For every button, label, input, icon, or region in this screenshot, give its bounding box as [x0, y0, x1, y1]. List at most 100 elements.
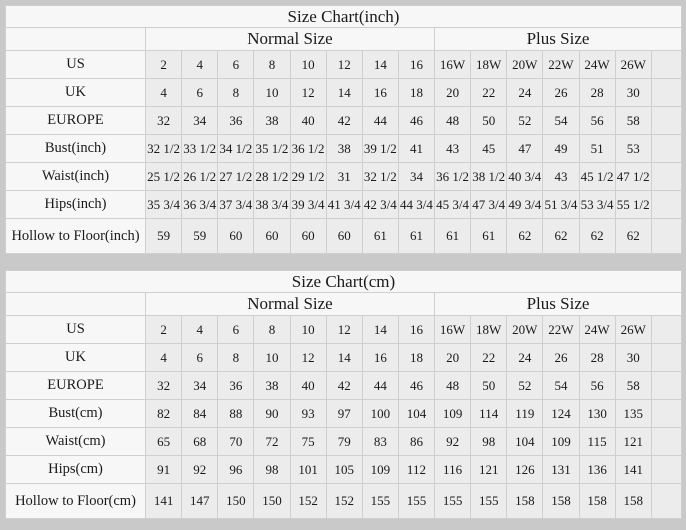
- size-cell: 26 1/2: [181, 162, 219, 191]
- size-cell: 36: [217, 371, 255, 400]
- size-cell: 147: [181, 483, 219, 519]
- empty-cell: [650, 162, 683, 191]
- size-cell: 158: [542, 483, 580, 519]
- size-cell: 22W: [542, 315, 580, 344]
- size-cell: 10: [253, 343, 291, 372]
- size-cell: 155: [433, 483, 472, 519]
- size-cell: 43: [542, 162, 580, 191]
- size-cell: 155: [361, 483, 399, 519]
- size-cell: 60: [325, 218, 363, 254]
- size-cell: 109: [542, 427, 580, 456]
- empty-cell: [650, 134, 683, 163]
- size-cell: 18W: [470, 315, 508, 344]
- size-cell: 42: [325, 106, 363, 135]
- row-label: US: [5, 50, 146, 79]
- size-cell: 22: [470, 78, 508, 107]
- size-cell: 135: [614, 399, 652, 428]
- size-cell: 10: [289, 315, 327, 344]
- size-cell: 75: [289, 427, 327, 456]
- size-cell: 45 3/4: [433, 190, 472, 219]
- size-cell: 104: [506, 427, 544, 456]
- size-cell: 22: [470, 343, 508, 372]
- size-cell: 14: [325, 343, 363, 372]
- size-cell: 60: [289, 218, 327, 254]
- size-cell: 54: [542, 371, 580, 400]
- size-cell: 18W: [470, 50, 508, 79]
- row-label: Hips(cm): [5, 455, 146, 484]
- plus-size-header: Plus Size: [434, 27, 682, 51]
- size-cell: 141: [144, 483, 183, 519]
- table-row: EUROPE 32 34 36 38 40 42 44 46 48 50 52 54 56 58: [5, 106, 683, 135]
- size-cell: 59: [181, 218, 219, 254]
- size-cell: 20W: [506, 315, 544, 344]
- table-row: Hips(cm) 91 92 96 98 101 105 109 112 116 121 126 131…: [5, 455, 683, 484]
- size-cell: 28: [578, 78, 616, 107]
- size-cell: 40 3/4: [506, 162, 544, 191]
- size-cell: 24: [506, 343, 544, 372]
- size-cell: 51: [578, 134, 616, 163]
- size-cell: 115: [578, 427, 616, 456]
- size-cell: 20: [433, 78, 472, 107]
- size-cell: 22W: [542, 50, 580, 79]
- size-cell: 36: [217, 106, 255, 135]
- size-chart-inch: Size Chart(inch) Normal Size Plus Size US 2 4…: [5, 5, 683, 254]
- size-cell: 27 1/2: [217, 162, 255, 191]
- row-label: EUROPE: [5, 371, 146, 400]
- row-label: Bust(inch): [5, 134, 146, 163]
- size-cell: 55 1/2: [614, 190, 652, 219]
- size-cell: 54: [542, 106, 580, 135]
- size-cell: 32: [144, 106, 183, 135]
- size-cell: 60: [253, 218, 291, 254]
- size-cell: 36 3/4: [181, 190, 219, 219]
- row-label: Bust(cm): [5, 399, 146, 428]
- size-cell: 16: [361, 343, 399, 372]
- size-cell: 34: [397, 162, 436, 191]
- size-cell: 49 3/4: [506, 190, 544, 219]
- table-row: UK 4 6 8 10 12 14 16 18 20 22 24 26 28 30: [5, 78, 683, 107]
- corner-cell: [5, 292, 146, 316]
- size-cell: 32 1/2: [144, 134, 183, 163]
- size-cell: 96: [217, 455, 255, 484]
- size-cell: 2: [144, 315, 183, 344]
- size-cell: 68: [181, 427, 219, 456]
- size-cell: 53: [614, 134, 652, 163]
- size-cell: 16: [397, 50, 436, 79]
- row-label: EUROPE: [5, 106, 146, 135]
- row-label: Hollow to Floor(inch): [5, 218, 146, 254]
- size-cell: 39 3/4: [289, 190, 327, 219]
- size-cell: 58: [614, 371, 652, 400]
- size-cell: 28 1/2: [253, 162, 291, 191]
- size-cell: 62: [506, 218, 544, 254]
- size-cell: 38 1/2: [470, 162, 508, 191]
- empty-cell: [650, 399, 683, 428]
- normal-size-header: Normal Size: [145, 27, 435, 51]
- size-cell: 60: [217, 218, 255, 254]
- table-row: Hips(inch) 35 3/4 36 3/4 37 3/4 38 3/4 39 3/4…: [5, 190, 683, 219]
- size-cell: 46: [397, 106, 436, 135]
- size-cell: 36 1/2: [433, 162, 472, 191]
- size-cell: 2: [144, 50, 183, 79]
- size-cell: 150: [217, 483, 255, 519]
- size-cell: 58: [614, 106, 652, 135]
- size-cell: 152: [289, 483, 327, 519]
- size-cell: 24W: [578, 50, 616, 79]
- size-cell: 92: [433, 427, 472, 456]
- size-cell: 91: [144, 455, 183, 484]
- size-cell: 47 1/2: [614, 162, 652, 191]
- size-cell: 98: [253, 455, 291, 484]
- size-cell: 97: [325, 399, 363, 428]
- size-cell: 158: [578, 483, 616, 519]
- size-cell: 47: [506, 134, 544, 163]
- size-cell: 14: [325, 78, 363, 107]
- size-cell: 20W: [506, 50, 544, 79]
- empty-cell: [650, 190, 683, 219]
- table-row: EUROPE 32 34 36 38 40 42 44 46 48 50 52 54 56 58: [5, 371, 683, 400]
- size-cell: 16: [397, 315, 436, 344]
- size-cell: 83: [361, 427, 399, 456]
- empty-cell: [650, 50, 683, 79]
- size-cell: 25 1/2: [144, 162, 183, 191]
- table-row: Bust(cm) 82 84 88 90 93 97 100 104 109 114 119 124 13…: [5, 399, 683, 428]
- size-cell: 38: [253, 371, 291, 400]
- size-cell: 92: [181, 455, 219, 484]
- size-cell: 45: [470, 134, 508, 163]
